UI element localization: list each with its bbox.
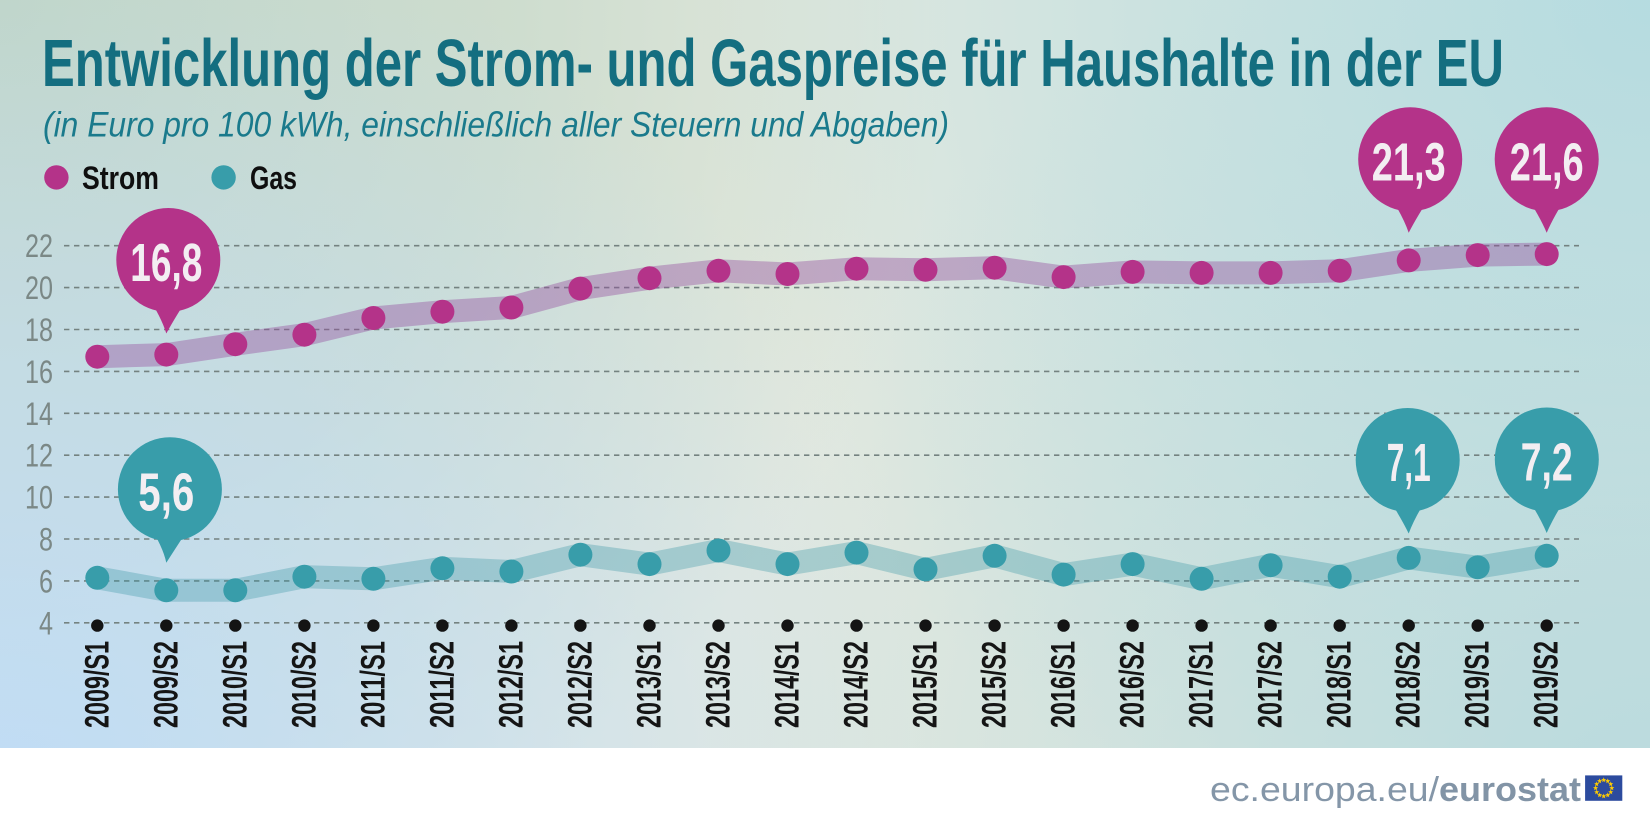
svg-text:2011/S2: 2011/S2 — [423, 641, 461, 728]
svg-text:ec.europa.eu/: ec.europa.eu/ — [1210, 771, 1440, 809]
svg-text:21,3: 21,3 — [1372, 132, 1446, 192]
svg-text:18: 18 — [25, 312, 53, 348]
svg-text:5,6: 5,6 — [138, 462, 194, 522]
svg-text:Gas: Gas — [250, 160, 297, 196]
svg-text:2010/S1: 2010/S1 — [216, 641, 254, 728]
svg-text:2014/S2: 2014/S2 — [838, 641, 876, 728]
svg-text:7,2: 7,2 — [1521, 433, 1573, 493]
svg-text:7,1: 7,1 — [1387, 433, 1431, 493]
svg-text:14: 14 — [25, 396, 53, 432]
svg-text:20: 20 — [25, 270, 53, 306]
svg-text:2014/S1: 2014/S1 — [769, 641, 807, 728]
svg-text:2013/S1: 2013/S1 — [631, 641, 669, 728]
svg-text:2019/S2: 2019/S2 — [1528, 641, 1566, 728]
svg-text:2016/S2: 2016/S2 — [1114, 641, 1152, 728]
svg-text:2017/S2: 2017/S2 — [1252, 641, 1290, 728]
svg-text:6: 6 — [39, 563, 53, 599]
svg-text:2015/S2: 2015/S2 — [976, 641, 1014, 728]
svg-text:2018/S2: 2018/S2 — [1390, 641, 1428, 728]
svg-text:Entwicklung der Strom- und Gas: Entwicklung der Strom- und Gaspreise für… — [42, 26, 1504, 101]
svg-text:2009/S1: 2009/S1 — [78, 641, 116, 728]
svg-text:2017/S1: 2017/S1 — [1183, 641, 1221, 728]
svg-text:2012/S2: 2012/S2 — [561, 641, 599, 728]
svg-text:16,8: 16,8 — [130, 233, 202, 293]
svg-text:2015/S1: 2015/S1 — [907, 641, 945, 728]
svg-text:10: 10 — [25, 480, 53, 516]
svg-text:2019/S1: 2019/S1 — [1459, 641, 1497, 728]
svg-text:2018/S1: 2018/S1 — [1321, 641, 1359, 728]
svg-text:2013/S2: 2013/S2 — [700, 641, 738, 728]
svg-text:16: 16 — [25, 354, 53, 390]
svg-text:4: 4 — [39, 605, 53, 641]
svg-text:12: 12 — [25, 438, 53, 474]
svg-text:2016/S1: 2016/S1 — [1045, 641, 1083, 728]
svg-text:2011/S1: 2011/S1 — [354, 641, 392, 728]
svg-text:2012/S1: 2012/S1 — [492, 641, 530, 728]
svg-text:(in Euro pro 100 kWh, einschli: (in Euro pro 100 kWh, einschließlich all… — [43, 106, 949, 145]
svg-text:Strom: Strom — [82, 160, 159, 196]
svg-text:22: 22 — [25, 228, 53, 264]
svg-text:2010/S2: 2010/S2 — [285, 641, 323, 728]
svg-text:21,6: 21,6 — [1510, 132, 1584, 192]
svg-text:eurostat: eurostat — [1439, 771, 1581, 809]
svg-text:2009/S2: 2009/S2 — [147, 641, 185, 728]
svg-text:8: 8 — [39, 522, 53, 558]
